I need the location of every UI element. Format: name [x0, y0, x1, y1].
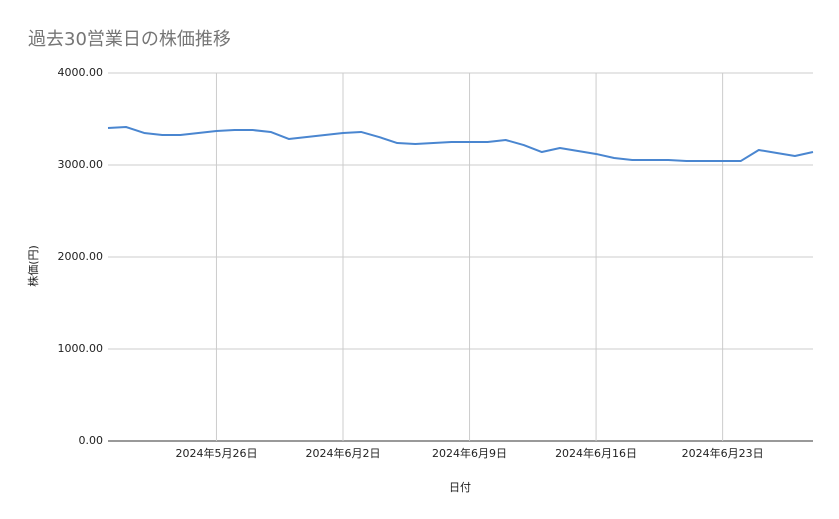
chart-title: 過去30営業日の株価推移 [28, 29, 231, 50]
x-tick-label: 2024年5月26日 [175, 446, 257, 460]
y-tick-label: 1000.00 [58, 342, 104, 355]
y-axis-label: 株価(円) [26, 245, 40, 287]
x-tick-label: 2024年6月2日 [306, 446, 381, 460]
y-tick-label: 2000.00 [58, 250, 104, 263]
x-tick-label: 2024年6月9日 [432, 446, 507, 460]
y-tick-label: 0.00 [79, 434, 104, 447]
y-tick-label: 3000.00 [58, 158, 104, 171]
data-line [107, 126, 814, 163]
x-tick-label: 2024年6月16日 [555, 446, 637, 460]
x-axis-label: 日付 [449, 481, 471, 494]
y-tick-label: 4000.00 [58, 66, 104, 79]
x-tick-label: 2024年6月23日 [682, 446, 764, 460]
